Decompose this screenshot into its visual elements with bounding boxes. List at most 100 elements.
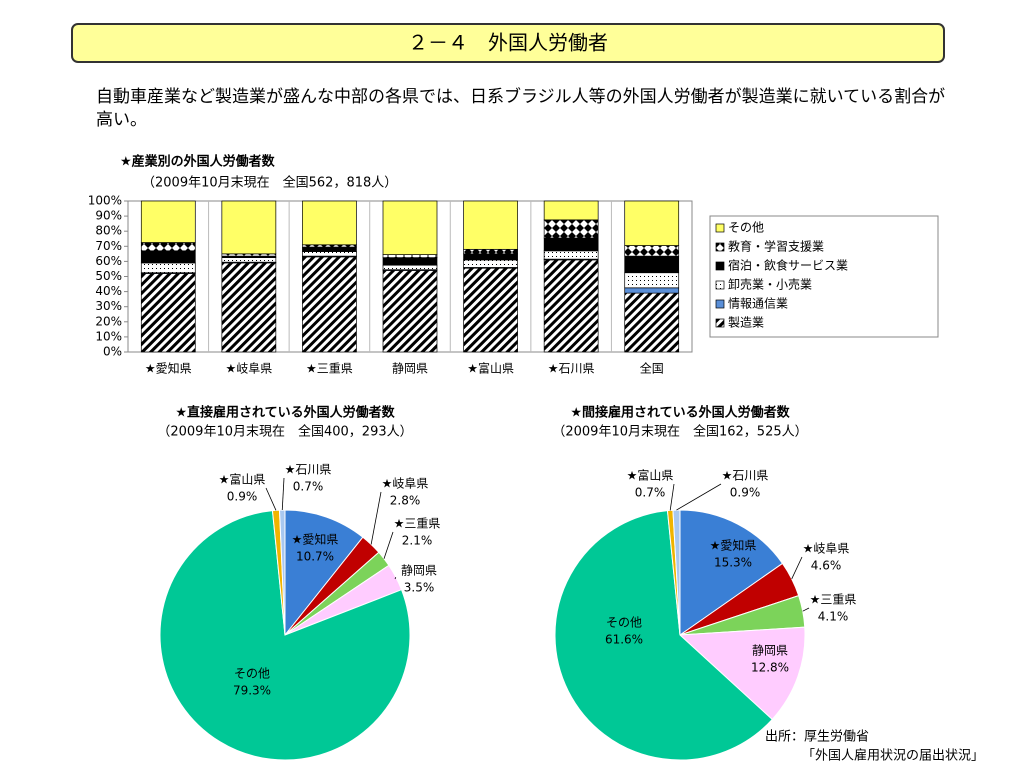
slice-value: 15.3%: [714, 556, 752, 570]
x-tick-label: ★愛知県: [145, 362, 192, 376]
slice-value: 2.1%: [402, 534, 433, 548]
pie-slice: [284, 509, 364, 637]
chart-title: ★間接雇用されている外国人労働者数: [570, 405, 790, 421]
slice-value: 12.8%: [751, 661, 789, 675]
bar-segment: [543, 237, 599, 252]
leader-line: [281, 477, 285, 511]
bar-segment: [463, 267, 518, 353]
leader-line: [669, 483, 675, 511]
legend-box: [709, 215, 939, 338]
slice-value: 4.1%: [818, 610, 849, 624]
y-tick-label: 60%: [95, 254, 122, 268]
y-tick-label: 40%: [95, 284, 122, 298]
x-tick-label: ★富山県: [467, 361, 514, 376]
bar-segment: [543, 250, 599, 260]
bar-segment: [140, 200, 196, 243]
slice-label: ★三重県: [394, 517, 441, 531]
slice-label: ★石川県: [285, 463, 332, 477]
pie-slice: [679, 509, 784, 636]
bar-segment: [302, 256, 357, 353]
bar-segment: [382, 200, 438, 255]
legend-swatch: [715, 299, 725, 309]
bar-segment: [221, 262, 277, 353]
slice-label: その他: [234, 667, 270, 681]
bar-segment: [302, 200, 357, 246]
pie-slice: [159, 510, 411, 761]
y-tick-label: 30%: [95, 299, 122, 313]
slide-title: ２－４ 外国人労働者: [408, 31, 608, 55]
slice-label: ★愛知県: [292, 533, 339, 547]
bar-segment: [463, 253, 518, 261]
bar-segment: [382, 264, 438, 271]
leader-line: [370, 491, 382, 545]
pie-slice: [672, 509, 681, 636]
bar-segment: [302, 251, 357, 257]
legend-swatch: [715, 280, 725, 290]
bar-segment: [140, 262, 196, 274]
slice-label: ★岐阜県: [382, 477, 429, 491]
pie-slice: [678, 626, 806, 721]
leader-line: [383, 531, 394, 559]
bar-segment: [221, 200, 277, 255]
slice-value: 79.3%: [233, 684, 271, 698]
slice-label: ★三重県: [810, 593, 857, 607]
x-tick-label: ★岐阜県: [225, 362, 272, 376]
chart-subtitle: （2009年10月末現在 全国562，818人）: [142, 175, 397, 191]
bar-segment: [624, 287, 680, 294]
bar-segment: [543, 259, 599, 353]
legend-swatch: [715, 318, 725, 328]
intro-text: 自動車産業など製造業が盛んな中部の各県では、日系ブラジル人等の外国人労働者が製造…: [96, 87, 946, 130]
slice-label: ★岐阜県: [803, 542, 850, 556]
y-tick-label: 10%: [95, 329, 122, 343]
slice-label: 静岡県: [401, 564, 437, 578]
bar-segment: [543, 200, 599, 221]
bar-segment: [140, 250, 196, 264]
y-tick-label: 90%: [95, 209, 122, 223]
bar-segment: [624, 245, 680, 257]
bar-segment: [624, 292, 680, 353]
y-tick-label: 80%: [95, 224, 122, 238]
y-tick-label: 100%: [88, 194, 122, 208]
bar-segment: [463, 200, 518, 250]
slice-value: 0.7%: [635, 486, 666, 500]
legend-label: 製造業: [728, 316, 764, 330]
bar-segment: [382, 254, 438, 258]
source-report: 「外国人雇用状況の届出状況」: [802, 748, 984, 764]
slice-value: 10.7%: [296, 550, 334, 564]
y-tick-label: 50%: [95, 269, 122, 283]
leader-line: [791, 556, 803, 580]
title-box: [71, 23, 945, 63]
legend-label: 宿泊・飲食サービス業: [728, 258, 848, 273]
bar-segment: [463, 248, 518, 255]
bar-segment: [382, 270, 438, 353]
bar-segment: [624, 255, 680, 274]
slice-value: 0.9%: [227, 490, 258, 504]
slice-label: ★石川県: [722, 469, 769, 483]
slice-value: 61.6%: [605, 633, 643, 647]
slice-label: 静岡県: [752, 644, 788, 658]
y-tick-label: 20%: [95, 314, 122, 328]
pie-slice: [278, 509, 286, 636]
slice-label: ★富山県: [219, 472, 266, 487]
bar-segment: [624, 200, 680, 246]
legend-swatch: [715, 261, 725, 271]
slice-label: ★愛知県: [710, 539, 757, 553]
legend-label: 情報通信業: [728, 297, 788, 311]
bar-segment: [624, 272, 680, 289]
chart-subtitle: （2009年10月末現在 全国400，293人）: [157, 424, 412, 440]
slice-label: ★富山県: [627, 468, 674, 483]
legend-label: 卸売業・小売業: [728, 277, 812, 292]
x-tick-label: 静岡県: [392, 362, 428, 376]
x-tick-label: ★三重県: [306, 362, 353, 376]
bar-segment: [543, 219, 599, 239]
bar-segment: [140, 273, 196, 353]
slice-label: その他: [606, 616, 642, 630]
x-tick-label: ★石川県: [548, 362, 595, 376]
slice-value: 0.9%: [730, 486, 761, 500]
slice-value: 2.8%: [390, 494, 421, 508]
leader-line: [265, 487, 277, 511]
legend-label: その他: [728, 221, 764, 235]
leader-line: [802, 607, 810, 612]
